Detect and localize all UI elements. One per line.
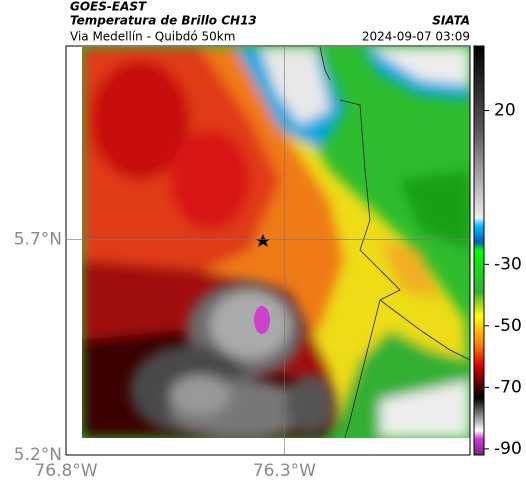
source: SIATA xyxy=(432,14,470,28)
location: Via Medellín - Quibdó 50km xyxy=(70,30,235,44)
colorbar-tick-label: -30 xyxy=(494,254,522,274)
y-tick-label: 5.7°N xyxy=(14,230,62,250)
colorbar-tick-label: -70 xyxy=(494,377,522,397)
map-frame xyxy=(65,45,471,456)
border-line xyxy=(319,47,401,438)
colorbar-tick-label: -90 xyxy=(494,439,522,459)
subtitle: Temperatura de Brillo CH13 xyxy=(70,14,257,28)
satellite-image xyxy=(82,47,470,438)
title: GOES-EAST xyxy=(70,0,147,14)
y-tick-label: 5.2°N xyxy=(14,445,62,465)
datetime: 2024-09-07 03:09 xyxy=(362,30,470,44)
axes: 76.8°W 76.3°W 5.2°N 5.7°N 20 -30 -50 -70 -90 xyxy=(14,46,522,481)
x-tick-label: 76.3°W xyxy=(253,461,316,481)
site-marker xyxy=(256,234,270,247)
colorbar xyxy=(473,45,485,456)
colorbar-tick-label: 20 xyxy=(494,101,516,121)
x-tick-label: 76.8°W xyxy=(34,461,97,481)
colorbar-tick-label: -50 xyxy=(494,316,522,336)
border-line xyxy=(379,299,470,361)
